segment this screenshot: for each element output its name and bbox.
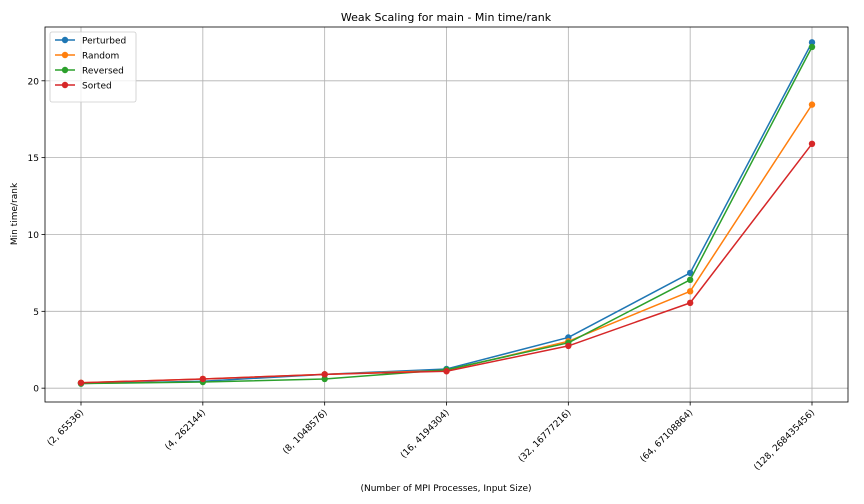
y-tick-label: 0 [33,385,39,395]
data-point-reversed [686,276,694,284]
data-point-reversed [808,43,816,51]
legend-marker-perturbed [61,36,69,44]
x-tick-label: (32, 16777216) [517,408,574,465]
grid [45,27,848,402]
y-tick-label: 10 [28,231,40,241]
data-point-sorted [321,371,328,378]
legend-label-perturbed: Perturbed [82,37,126,47]
axis-ticks: (2, 65536) (4, 262144) (8, 1048576) (16, 41… [28,77,818,472]
x-tick-label: (2, 65536) [46,408,86,448]
legend-label-random: Random [82,52,119,62]
series-group [77,39,816,387]
x-tick-label: (4, 262144) [164,408,208,452]
y-axis-label: Min time/rank [10,182,20,245]
legend: Perturbed Random Reversed Sorted [49,31,137,103]
x-tick-label: (128, 268435456) [752,408,817,473]
x-tick-label: (16, 4194304) [399,408,452,461]
chart-title: Weak Scaling for main - Min time/rank [341,11,552,24]
data-point-reversed [321,375,328,383]
x-tick-label: (64, 67108864) [639,408,696,465]
legend-label-sorted: Sorted [82,82,112,92]
data-point-sorted [443,368,450,375]
data-point-sorted [808,140,816,148]
data-point-sorted [686,299,694,307]
plot-area [44,26,849,403]
data-point-random [808,101,816,108]
legend-label-reversed: Reversed [82,67,124,77]
x-axis-label: (Number of MPI Processes, Input Size) [360,484,531,494]
legend-marker-random [61,51,69,59]
y-tick-label: 5 [33,308,39,318]
y-tick-label: 20 [28,77,40,87]
y-tick-label: 15 [28,154,39,164]
data-point-sorted [77,379,85,386]
legend-marker-reversed [61,66,69,74]
data-point-random [686,288,694,295]
x-tick-label: (8, 1048576) [281,408,329,456]
data-point-sorted [565,342,572,350]
legend-marker-sorted [61,81,69,89]
data-point-perturbed [808,39,816,46]
data-point-sorted [199,375,207,383]
data-point-perturbed [686,269,694,277]
